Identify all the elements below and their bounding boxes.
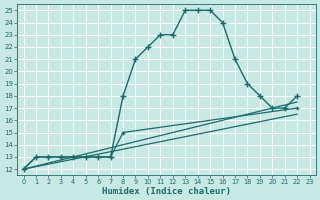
X-axis label: Humidex (Indice chaleur): Humidex (Indice chaleur) xyxy=(102,187,231,196)
